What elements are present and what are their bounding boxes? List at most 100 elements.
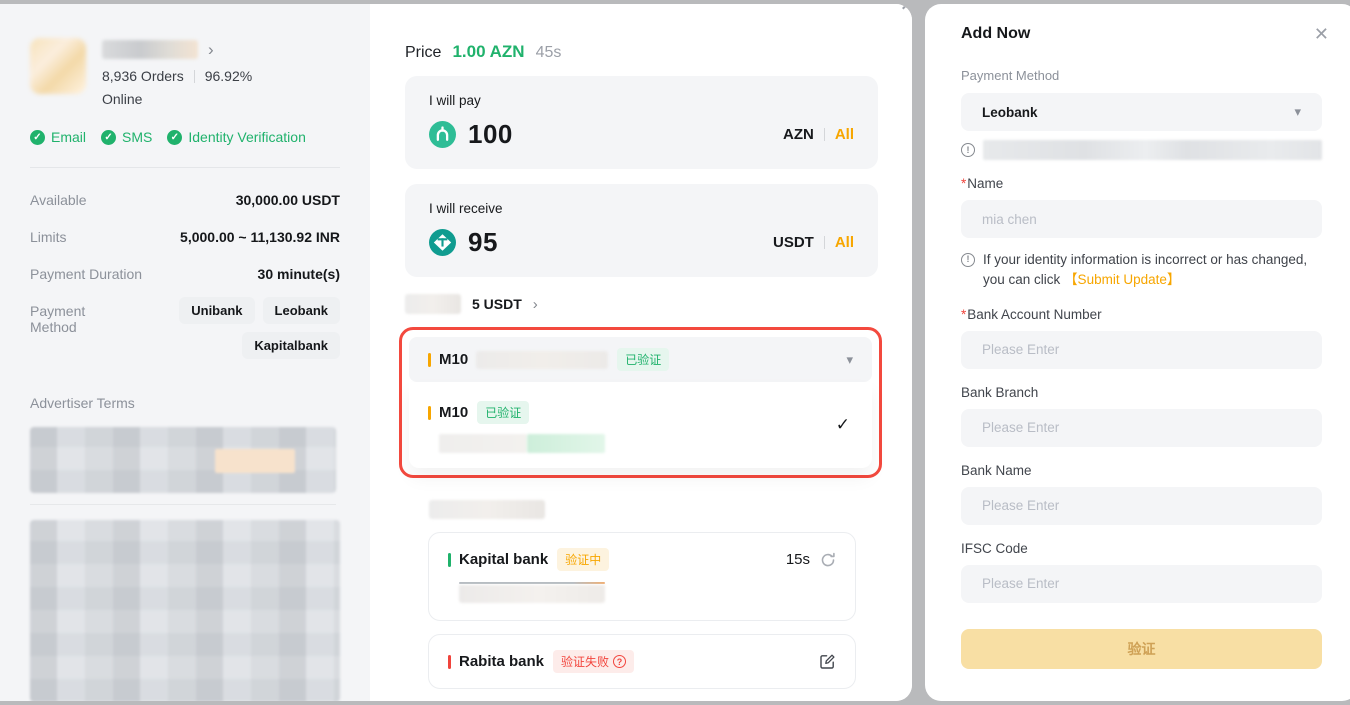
highlight-frame: M10 已验证 ▾ M10 已验证 ✓	[399, 327, 882, 478]
trade-modal: › 8,936 Orders 96.92% Online ✓ Email ✓ S…	[0, 4, 912, 701]
tether-coin-icon	[429, 229, 456, 256]
payment-method-row: Payment Method Unibank Leobank Kapitalba…	[30, 297, 340, 359]
badge-text: 验证失败	[561, 655, 610, 669]
divider	[823, 236, 825, 249]
pay-all-button[interactable]: All	[834, 126, 854, 143]
row-value: 30 minute(s)	[257, 266, 340, 282]
pay-card: I will pay 100 AZN All	[405, 76, 878, 169]
payment-method-dropdown[interactable]: Leobank ▾	[961, 93, 1322, 131]
option-name: M10	[439, 404, 469, 421]
price-countdown: 45s	[535, 44, 562, 61]
submit-update-link[interactable]: 【Submit Update】	[1064, 272, 1181, 288]
row-label: Available	[30, 192, 87, 208]
advertiser-profile[interactable]: › 8,936 Orders 96.92% Online	[30, 38, 340, 107]
min-amount-text: 5 USDT	[472, 296, 522, 312]
caret-down-icon: ▾	[846, 351, 853, 367]
payment-chip-kapitalbank: Kapitalbank	[242, 332, 340, 359]
close-icon[interactable]: ✕	[1313, 24, 1329, 44]
pay-label: I will pay	[429, 93, 481, 108]
stats-divider	[193, 69, 195, 83]
modal-title: Add Now	[961, 25, 1031, 42]
payment-method-select[interactable]: M10 已验证 ▾	[409, 337, 872, 382]
check-circle-icon: ✓	[30, 129, 45, 145]
chevron-right-icon[interactable]: ›	[208, 40, 214, 59]
advertiser-info: Available 30,000.00 USDT Limits 5,000.00…	[30, 192, 340, 359]
blurred-account-details	[439, 434, 853, 453]
bank-card-rabita[interactable]: Rabita bank 验证失败 ?	[428, 634, 856, 689]
terms-text-blurred	[30, 427, 336, 493]
info-icon: !	[961, 253, 975, 267]
blurred-text	[439, 434, 527, 453]
bank-account-input[interactable]	[961, 330, 1322, 369]
refresh-icon[interactable]	[820, 552, 836, 568]
verified-badge: 已验证	[477, 401, 530, 424]
bank-card-kapital[interactable]: Kapital bank 验证中 15s	[428, 532, 856, 621]
price-label: Price	[405, 44, 442, 61]
blurred-text	[459, 585, 605, 603]
advertiser-panel: › 8,936 Orders 96.92% Online ✓ Email ✓ S…	[0, 4, 370, 701]
required-mark: *	[961, 176, 967, 191]
email-verified-badge: ✓ Email	[30, 129, 86, 145]
selected-method-name: M10	[439, 351, 469, 368]
ifsc-label: IFSC Code	[961, 540, 1028, 556]
dropdown-option-m10[interactable]: M10 已验证 ✓	[409, 382, 872, 468]
sms-verified-badge: ✓ SMS	[101, 129, 152, 145]
payment-method-label: Payment Method	[961, 68, 1060, 83]
pay-amount[interactable]: 100	[468, 119, 513, 149]
avatar	[30, 38, 86, 94]
info-icon: !	[961, 143, 975, 157]
caret-down-icon: ▾	[1294, 104, 1301, 119]
payment-duration-row: Payment Duration 30 minute(s)	[30, 266, 340, 282]
bank-color-bar	[448, 552, 451, 567]
row-label: Payment Method	[30, 303, 86, 335]
bank-account-label: *Bank Account Number	[961, 307, 1322, 322]
receive-currency: USDT	[772, 234, 814, 251]
edit-icon[interactable]	[819, 653, 836, 670]
row-label: Payment Duration	[30, 266, 143, 282]
verify-timer: 15s	[785, 551, 810, 568]
row-value: 30,000.00 USDT	[235, 192, 340, 208]
bank-color-bar	[428, 405, 431, 420]
badge-label: SMS	[122, 129, 153, 145]
terms-text-blurred	[30, 520, 340, 701]
blurred-highlight	[215, 449, 295, 473]
divider	[30, 167, 340, 168]
limits-row: Limits 5,000.00 ~ 11,130.92 INR	[30, 229, 340, 245]
checkmark-icon: ✓	[835, 415, 850, 434]
advertiser-terms-label: Advertiser Terms	[30, 395, 135, 411]
blurred-text	[527, 434, 605, 453]
available-row: Available 30,000.00 USDT	[30, 192, 340, 208]
question-icon[interactable]: ?	[613, 655, 627, 668]
bank-name: Kapital bank	[459, 551, 549, 568]
bank-branch-input[interactable]	[961, 408, 1322, 447]
badge-label: Identity Verification	[188, 129, 306, 145]
bank-name-label: Bank Name	[961, 462, 1032, 478]
label-text: Name	[967, 176, 1004, 191]
bank-name: Rabita bank	[459, 653, 545, 670]
name-label: *Name	[961, 176, 1322, 191]
receive-amount[interactable]: 95	[468, 227, 498, 257]
receive-all-button[interactable]: All	[834, 234, 854, 251]
price-value: 1.00 AZN	[452, 42, 525, 61]
completion-rate: 96.92%	[204, 68, 253, 84]
chevron-right-icon: ›	[532, 295, 538, 313]
price-row: Price 1.00 AZN 45s	[405, 42, 878, 62]
close-icon[interactable]: ✕	[899, 4, 912, 16]
row-value: 5,000.00 ~ 11,130.92 INR	[180, 229, 340, 245]
bank-color-bar	[448, 654, 451, 669]
blurred-text	[476, 350, 609, 369]
bank-name-input[interactable]	[961, 486, 1322, 525]
min-amount-row[interactable]: 5 USDT ›	[405, 294, 878, 314]
verify-button[interactable]: 验证	[961, 628, 1322, 669]
blurred-text	[405, 294, 461, 314]
required-mark: *	[961, 306, 967, 322]
ifsc-input[interactable]	[961, 564, 1322, 603]
trade-panel: ✕ Price 1.00 AZN 45s I will pay 100	[370, 4, 912, 701]
blurred-text	[983, 140, 1322, 160]
verify-failed-badge: 验证失败 ?	[553, 650, 635, 673]
note-body: If your identity information is incorrec…	[983, 252, 1308, 288]
progress-line	[459, 582, 605, 584]
name-input[interactable]	[961, 200, 1322, 238]
identity-verified-badge: ✓ Identity Verification	[167, 129, 306, 145]
receive-label: I will receive	[429, 201, 503, 216]
